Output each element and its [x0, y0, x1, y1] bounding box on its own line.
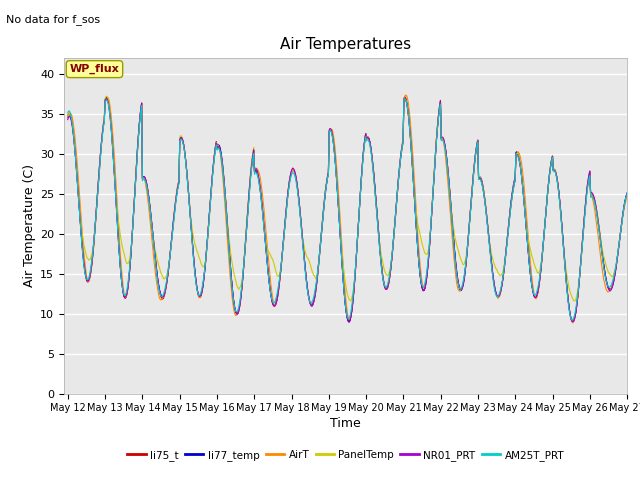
Text: WP_flux: WP_flux [70, 64, 119, 74]
X-axis label: Time: Time [330, 418, 361, 431]
Legend: li75_t, li77_temp, AirT, PanelTemp, NR01_PRT, AM25T_PRT: li75_t, li77_temp, AirT, PanelTemp, NR01… [123, 446, 568, 465]
Text: No data for f_sos: No data for f_sos [6, 14, 100, 25]
Title: Air Temperatures: Air Temperatures [280, 37, 411, 52]
Y-axis label: Air Temperature (C): Air Temperature (C) [23, 164, 36, 287]
